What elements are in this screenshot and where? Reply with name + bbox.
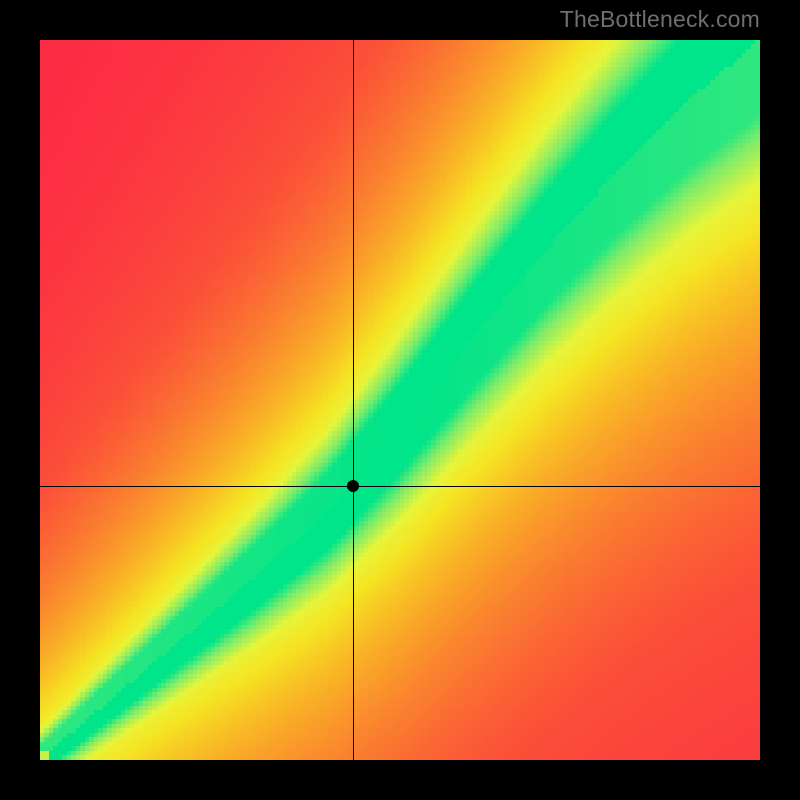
plot-area [40,40,760,760]
chart-container: TheBottleneck.com [0,0,800,800]
crosshair-vertical [353,40,354,760]
bottleneck-heatmap [40,40,760,760]
crosshair-horizontal [40,486,760,487]
watermark-text: TheBottleneck.com [560,6,760,33]
selection-marker [347,480,359,492]
